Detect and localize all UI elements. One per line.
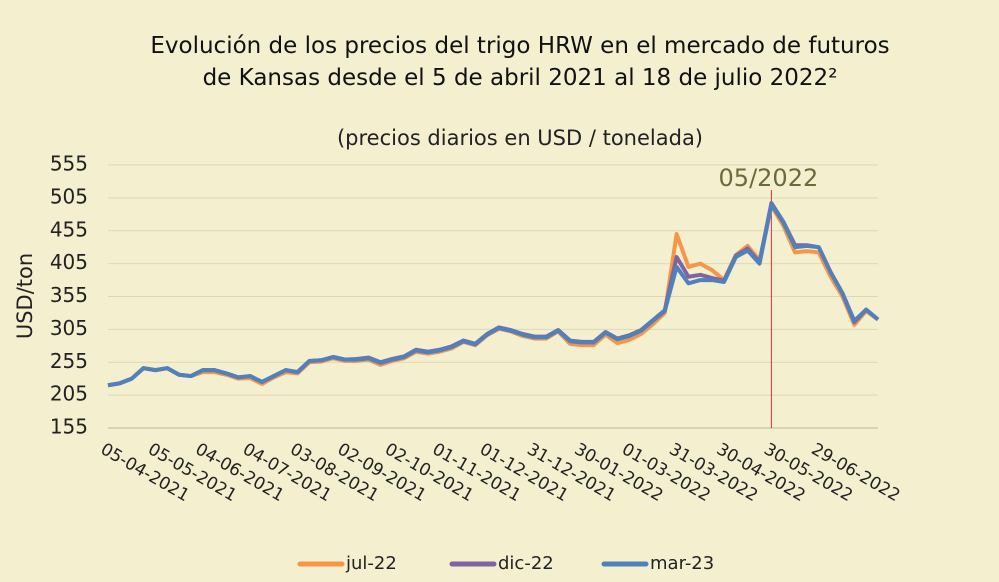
y-tick-label: 205 (50, 382, 88, 406)
y-tick-label: 555 (50, 152, 88, 176)
y-axis-label: USD/ton (13, 253, 37, 339)
chart-title: Evolución de los precios del trigo HRW e… (150, 33, 890, 91)
series-line (107, 203, 880, 388)
legend-label: dic-22 (498, 553, 554, 574)
y-tick-label: 355 (50, 283, 88, 307)
y-tick-label: 155 (50, 415, 88, 439)
y-tick-label: 405 (50, 250, 88, 274)
series-line (107, 202, 880, 388)
legend-label: mar-23 (650, 553, 714, 574)
y-tick-label: 255 (50, 349, 88, 373)
y-tick-label: 305 (50, 316, 88, 340)
annotation: 05/2022 (719, 164, 819, 192)
chart-subtitle: (precios diarios en USD / tonelada) (336, 126, 704, 150)
y-tick-label: 505 (50, 184, 88, 208)
legend-label: jul-22 (345, 553, 397, 574)
y-tick-label: 455 (50, 217, 88, 241)
